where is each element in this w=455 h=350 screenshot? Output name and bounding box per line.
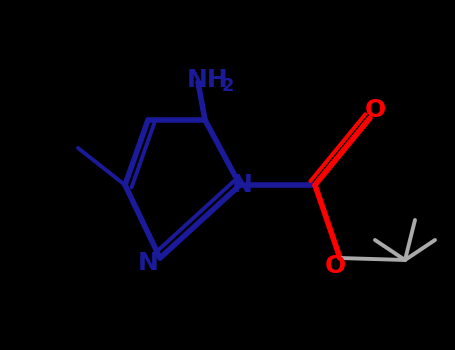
- Text: NH: NH: [187, 68, 229, 92]
- Text: N: N: [137, 251, 158, 275]
- Text: 2: 2: [222, 77, 234, 95]
- Text: O: O: [364, 98, 386, 122]
- Text: O: O: [324, 254, 346, 278]
- Text: N: N: [232, 173, 253, 197]
